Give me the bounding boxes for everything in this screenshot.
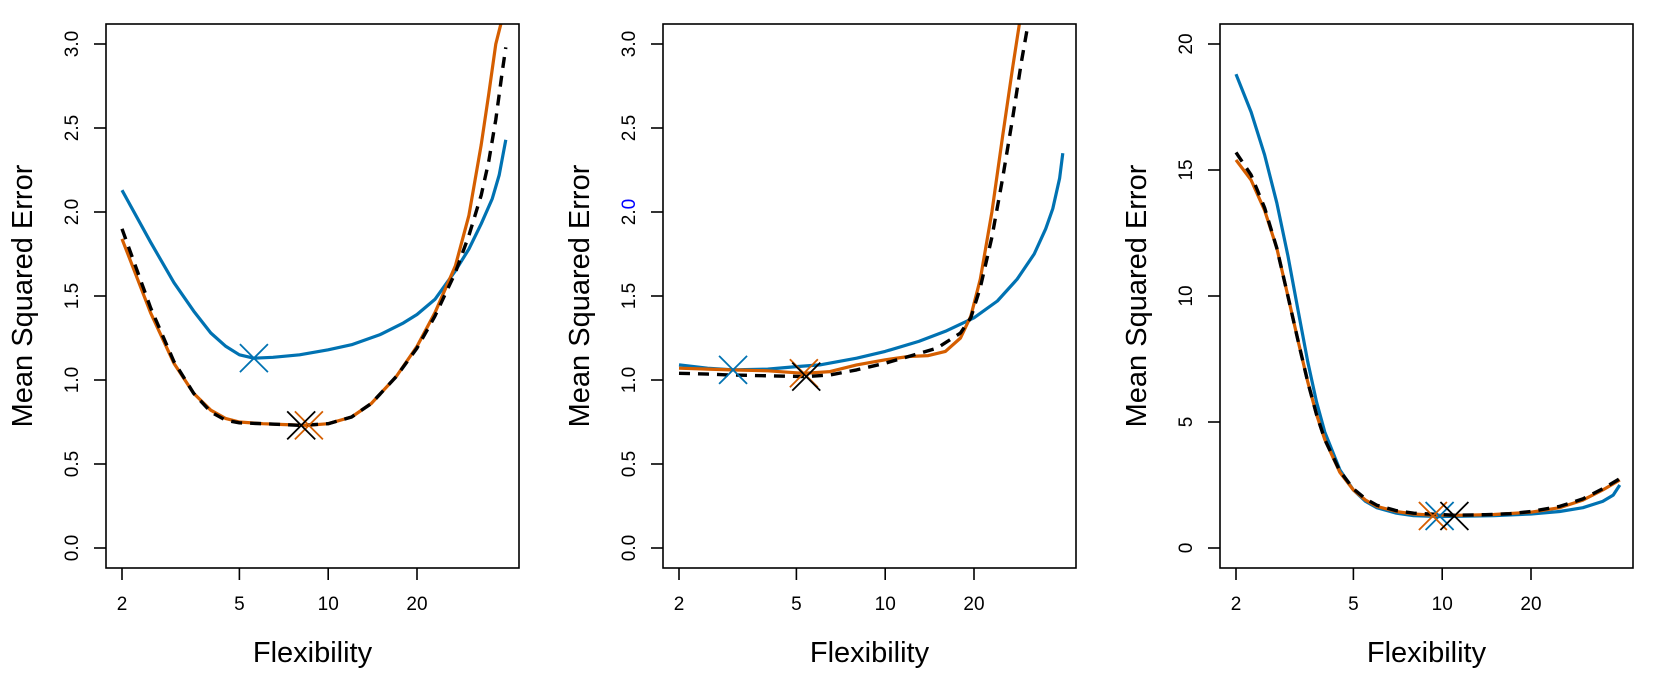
panel-left: 2 5 10 20 0.0 0.5 1.0 1.5 2.0 2.5 3.0 Flexibility Me… xyxy=(7,23,520,669)
series-line-blue-solid xyxy=(678,152,1065,372)
y-tick-label: 1.0 xyxy=(62,367,83,393)
x-axis-title: Flexibility xyxy=(810,637,930,669)
x-tick-label: 20 xyxy=(1520,594,1541,615)
x-tick-label: 2 xyxy=(117,594,128,615)
x-tick-label: 10 xyxy=(318,594,339,615)
x-tick-label: 2 xyxy=(674,594,685,615)
y-tick-label: 1.5 xyxy=(619,283,640,309)
y-axis-title: Mean Squared Error xyxy=(1121,164,1153,427)
y-tick-label: 3.0 xyxy=(62,31,83,57)
x-tick-label: 10 xyxy=(1432,594,1453,615)
x-axis-title: Flexibility xyxy=(253,637,373,669)
y-tick-label-highlight: 0 xyxy=(619,199,640,210)
panel-right: 2 5 10 20 0 5 10 15 20 Flexibility Mean Squared Er… xyxy=(1121,23,1634,669)
y-tick-label: 0.0 xyxy=(619,535,640,561)
y-tick-label: 1.0 xyxy=(619,367,640,393)
min-marker-black-dashed xyxy=(791,362,821,392)
y-tick-label: 0 xyxy=(1176,543,1197,554)
series-line-orange-solid xyxy=(678,24,1021,375)
y-tick-label: 2.0 xyxy=(619,199,640,225)
x-axis-title: Flexibility xyxy=(1367,637,1487,669)
plot-box xyxy=(105,23,520,569)
min-marker-orange-solid xyxy=(294,410,324,440)
x-tick-label: 5 xyxy=(1348,594,1359,615)
series-line-black-dashed xyxy=(678,24,1030,379)
y-tick-label: 2.5 xyxy=(619,115,640,141)
y-tick-label: 2.0 xyxy=(62,199,83,225)
min-marker-black-dashed xyxy=(1439,501,1470,531)
y-axis-title: Mean Squared Error xyxy=(7,164,39,427)
y-tick-label: 0.5 xyxy=(62,451,83,477)
x-tick-label: 20 xyxy=(406,594,427,615)
min-marker-blue-solid xyxy=(718,355,748,385)
y-tick-label: 20 xyxy=(1176,33,1197,54)
y-tick-label: 15 xyxy=(1176,159,1197,180)
y-tick-label: 0.5 xyxy=(619,451,640,477)
y-tick-label: 0.0 xyxy=(62,535,83,561)
min-marker-blue-solid xyxy=(239,343,269,373)
min-marker-blue-solid xyxy=(1424,501,1455,531)
plot-box xyxy=(662,23,1077,569)
panel-middle: 2 5 10 20 0.0 0.5 1.0 1.5 2.0 2.5 3.0 Flexibility Me… xyxy=(564,23,1077,669)
x-tick-label: 5 xyxy=(791,594,802,615)
series-line-orange-solid xyxy=(120,24,503,427)
series-line-blue-solid xyxy=(1234,73,1622,519)
x-tick-label: 2 xyxy=(1231,594,1242,615)
y-axis-title: Mean Squared Error xyxy=(564,164,596,427)
series-line-black-dashed xyxy=(1234,151,1621,517)
y-tick-label-part: 2. xyxy=(619,209,640,225)
series-line-orange-solid xyxy=(1234,158,1621,517)
y-tick-label: 3.0 xyxy=(619,31,640,57)
min-marker-orange-solid xyxy=(1418,501,1448,531)
x-tick-label: 20 xyxy=(963,594,984,615)
y-tick-label: 2.5 xyxy=(62,115,83,141)
y-tick-label: 5 xyxy=(1176,417,1197,428)
plot-box xyxy=(1219,23,1634,569)
series-line-black-dashed xyxy=(120,47,508,428)
x-tick-label: 5 xyxy=(234,594,245,615)
y-tick-label: 10 xyxy=(1176,285,1197,306)
x-tick-label: 10 xyxy=(875,594,896,615)
y-tick-label: 1.5 xyxy=(62,283,83,309)
series-line-blue-solid xyxy=(120,139,508,360)
min-marker-black-dashed xyxy=(286,410,316,440)
